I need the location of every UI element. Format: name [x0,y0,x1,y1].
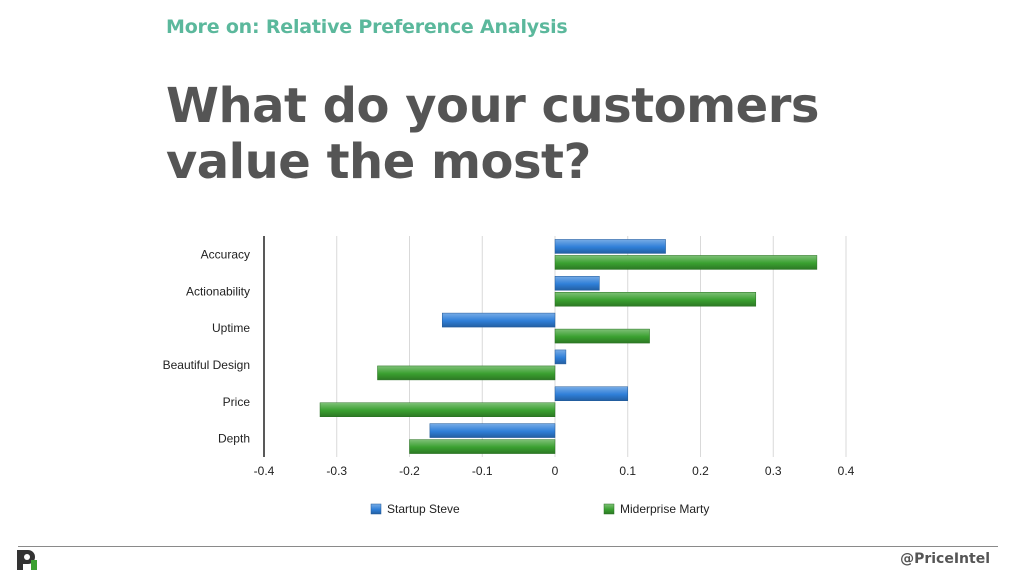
bar-startup-steve [441,312,556,328]
footer-divider [18,546,998,547]
bar-miderprise-marty [554,292,757,307]
bar-startup-steve [429,423,556,438]
x-tick-label: -0.3 [326,464,347,478]
bar-miderprise-marty [554,255,818,270]
x-tick-label: 0 [552,464,559,478]
slide-kicker: More on: Relative Preference Analysis [166,16,568,38]
bar-startup-steve [554,239,666,254]
priceintel-logo-icon [17,550,37,570]
legend-swatch [603,503,615,515]
bar-startup-steve [554,349,567,365]
category-label: Accuracy [201,247,250,261]
bar-miderprise-marty [554,328,650,344]
legend-label: Miderprise Marty [620,502,709,516]
bar-miderprise-marty [409,439,556,454]
bar-startup-steve [554,276,600,291]
x-tick-label: -0.4 [254,464,275,478]
x-tick-label: -0.2 [399,464,420,478]
category-label: Uptime [212,321,250,335]
legend-swatch [370,503,382,515]
category-label: Beautiful Design [163,358,250,372]
x-tick-label: 0.4 [838,464,855,478]
category-label: Price [223,395,251,409]
category-label: Actionability [186,284,250,298]
legend-label: Startup Steve [387,502,460,516]
slide-title: What do your customers value the most? [166,78,819,190]
bar-miderprise-marty [319,402,556,417]
x-tick-label: 0.1 [619,464,636,478]
bar-startup-steve [554,386,628,401]
x-tick-label: -0.1 [472,464,493,478]
x-tick-label: 0.3 [765,464,782,478]
twitter-handle: @PriceIntel [900,551,990,567]
category-label: Depth [218,432,250,446]
bar-miderprise-marty [377,365,556,381]
x-tick-label: 0.2 [692,464,709,478]
